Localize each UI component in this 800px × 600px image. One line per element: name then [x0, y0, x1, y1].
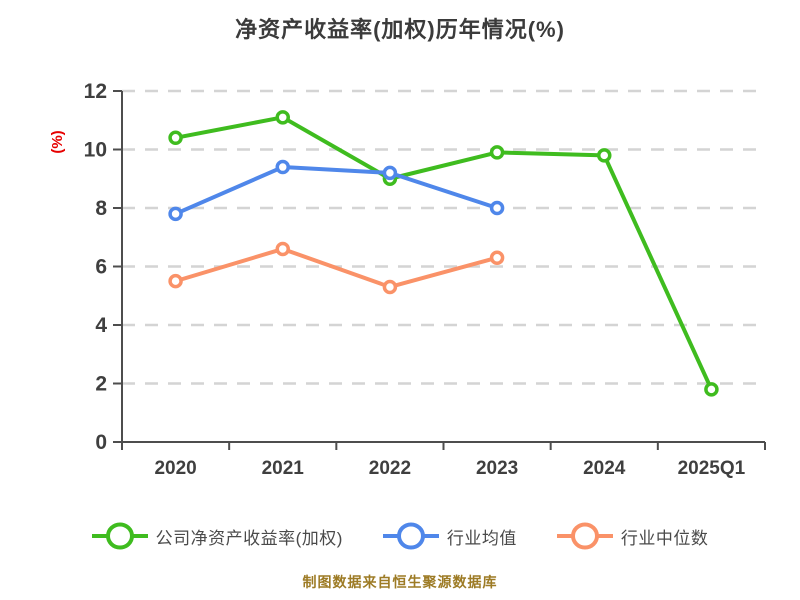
x-tick-label-2022: 2022 [369, 458, 411, 479]
legend-label: 行业均值 [446, 528, 517, 548]
legend-item-2[interactable]: 行业中位数 [556, 520, 709, 552]
legend-line-marker-icon [556, 522, 613, 550]
y-tick-label: 10 [84, 139, 107, 162]
x-tick-label-2024: 2024 [583, 458, 626, 479]
legend-label: 公司净资产收益率(加权) [155, 528, 343, 548]
series-line-1 [173, 165, 500, 216]
y-tick-label: 0 [95, 431, 107, 454]
data-source-caption: 制图数据来自恒生聚源数据库 [302, 574, 498, 590]
series-2-point-2023[interactable] [489, 250, 505, 265]
series-0-point-2021[interactable] [275, 110, 290, 125]
legend-item-1[interactable]: 行业均值 [382, 520, 517, 552]
y-tick-label: 12 [84, 80, 107, 103]
series-1-point-2020[interactable] [168, 206, 183, 222]
series-line-2 [173, 246, 500, 289]
series-2-point-2022[interactable] [382, 279, 398, 295]
x-tick-label-2023: 2023 [476, 458, 518, 479]
y-tick-label: 4 [95, 314, 107, 337]
series-0-point-2024[interactable] [597, 148, 612, 163]
chart-legend: 公司净资产收益率(加权) 行业均值 行业中位数 [0, 513, 800, 559]
legend-line-marker-icon [382, 522, 439, 550]
series-line-0 [173, 115, 714, 392]
series-1-point-2021[interactable] [275, 159, 290, 175]
y-tick-label: 6 [95, 256, 107, 279]
legend-line-marker-icon [91, 522, 148, 550]
roe-line-chart: 0 2 4 6 8 10 12 2020 2021 2022 2023 2024 2025Q1 (%) [49, 80, 766, 479]
series-2-point-2020[interactable] [168, 273, 183, 289]
y-tick-label: 8 [95, 197, 107, 220]
y-axis-unit-label: (%) [49, 130, 66, 153]
series-0-point-2020[interactable] [168, 130, 183, 146]
series-1-point-2022[interactable] [382, 165, 398, 181]
series-0-point-2023[interactable] [489, 145, 505, 160]
series-2-point-2021[interactable] [275, 241, 290, 257]
x-tick-label-2025Q1: 2025Q1 [678, 458, 746, 479]
y-tick-label: 2 [95, 373, 107, 396]
page-title: 净资产收益率(加权)历年情况(%) [235, 17, 565, 42]
x-tick-label-2021: 2021 [262, 458, 305, 479]
x-tick-label-2020: 2020 [154, 458, 196, 479]
legend-item-0[interactable]: 公司净资产收益率(加权) [91, 520, 343, 552]
series-0-point-2025Q1[interactable] [704, 382, 719, 397]
legend-label: 行业中位数 [620, 528, 709, 548]
series-1-point-2023[interactable] [489, 200, 505, 216]
